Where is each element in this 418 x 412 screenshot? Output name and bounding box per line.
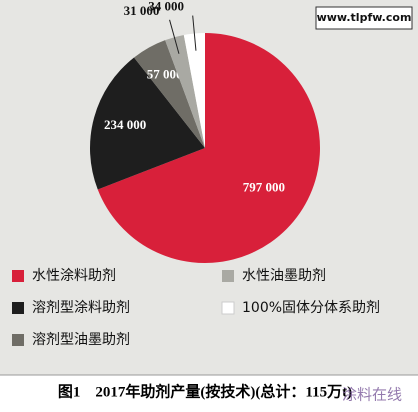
legend-swatch (12, 334, 24, 346)
legend-swatch (221, 301, 235, 315)
pie-slice (165, 34, 205, 149)
legend-swatch (12, 302, 24, 314)
data-label: 234 000 (104, 117, 146, 132)
watermark: www.tlpfw.com (317, 11, 412, 24)
legend-label: 100%固体分体系助剂 (242, 300, 380, 316)
data-label: 797 000 (243, 179, 285, 194)
legend-label: 溶剂型油墨助剂 (32, 332, 130, 348)
pie-slice (183, 33, 205, 148)
legend-swatch (222, 270, 234, 282)
data-label: 34 000 (148, 0, 184, 14)
legend-swatch (12, 270, 24, 282)
data-label: 57 000 (147, 67, 183, 82)
legend-label: 水性油墨助剂 (242, 268, 326, 284)
chart-title: 图1 2017年助剂产量(按技术)(总计：115万t) (58, 382, 352, 400)
watermark: 涂料在线 (342, 386, 402, 404)
watermark-box (315, 6, 413, 30)
leader-line (169, 19, 180, 54)
leader-line (192, 15, 197, 51)
legend-label: 溶剂型涂料助剂 (32, 300, 130, 316)
legend-label: 水性涂料助剂 (32, 268, 116, 284)
pie-slice (97, 33, 320, 263)
pie-slice (134, 40, 205, 149)
data-label: 31 000 (124, 3, 160, 18)
pie-slice (90, 57, 205, 190)
